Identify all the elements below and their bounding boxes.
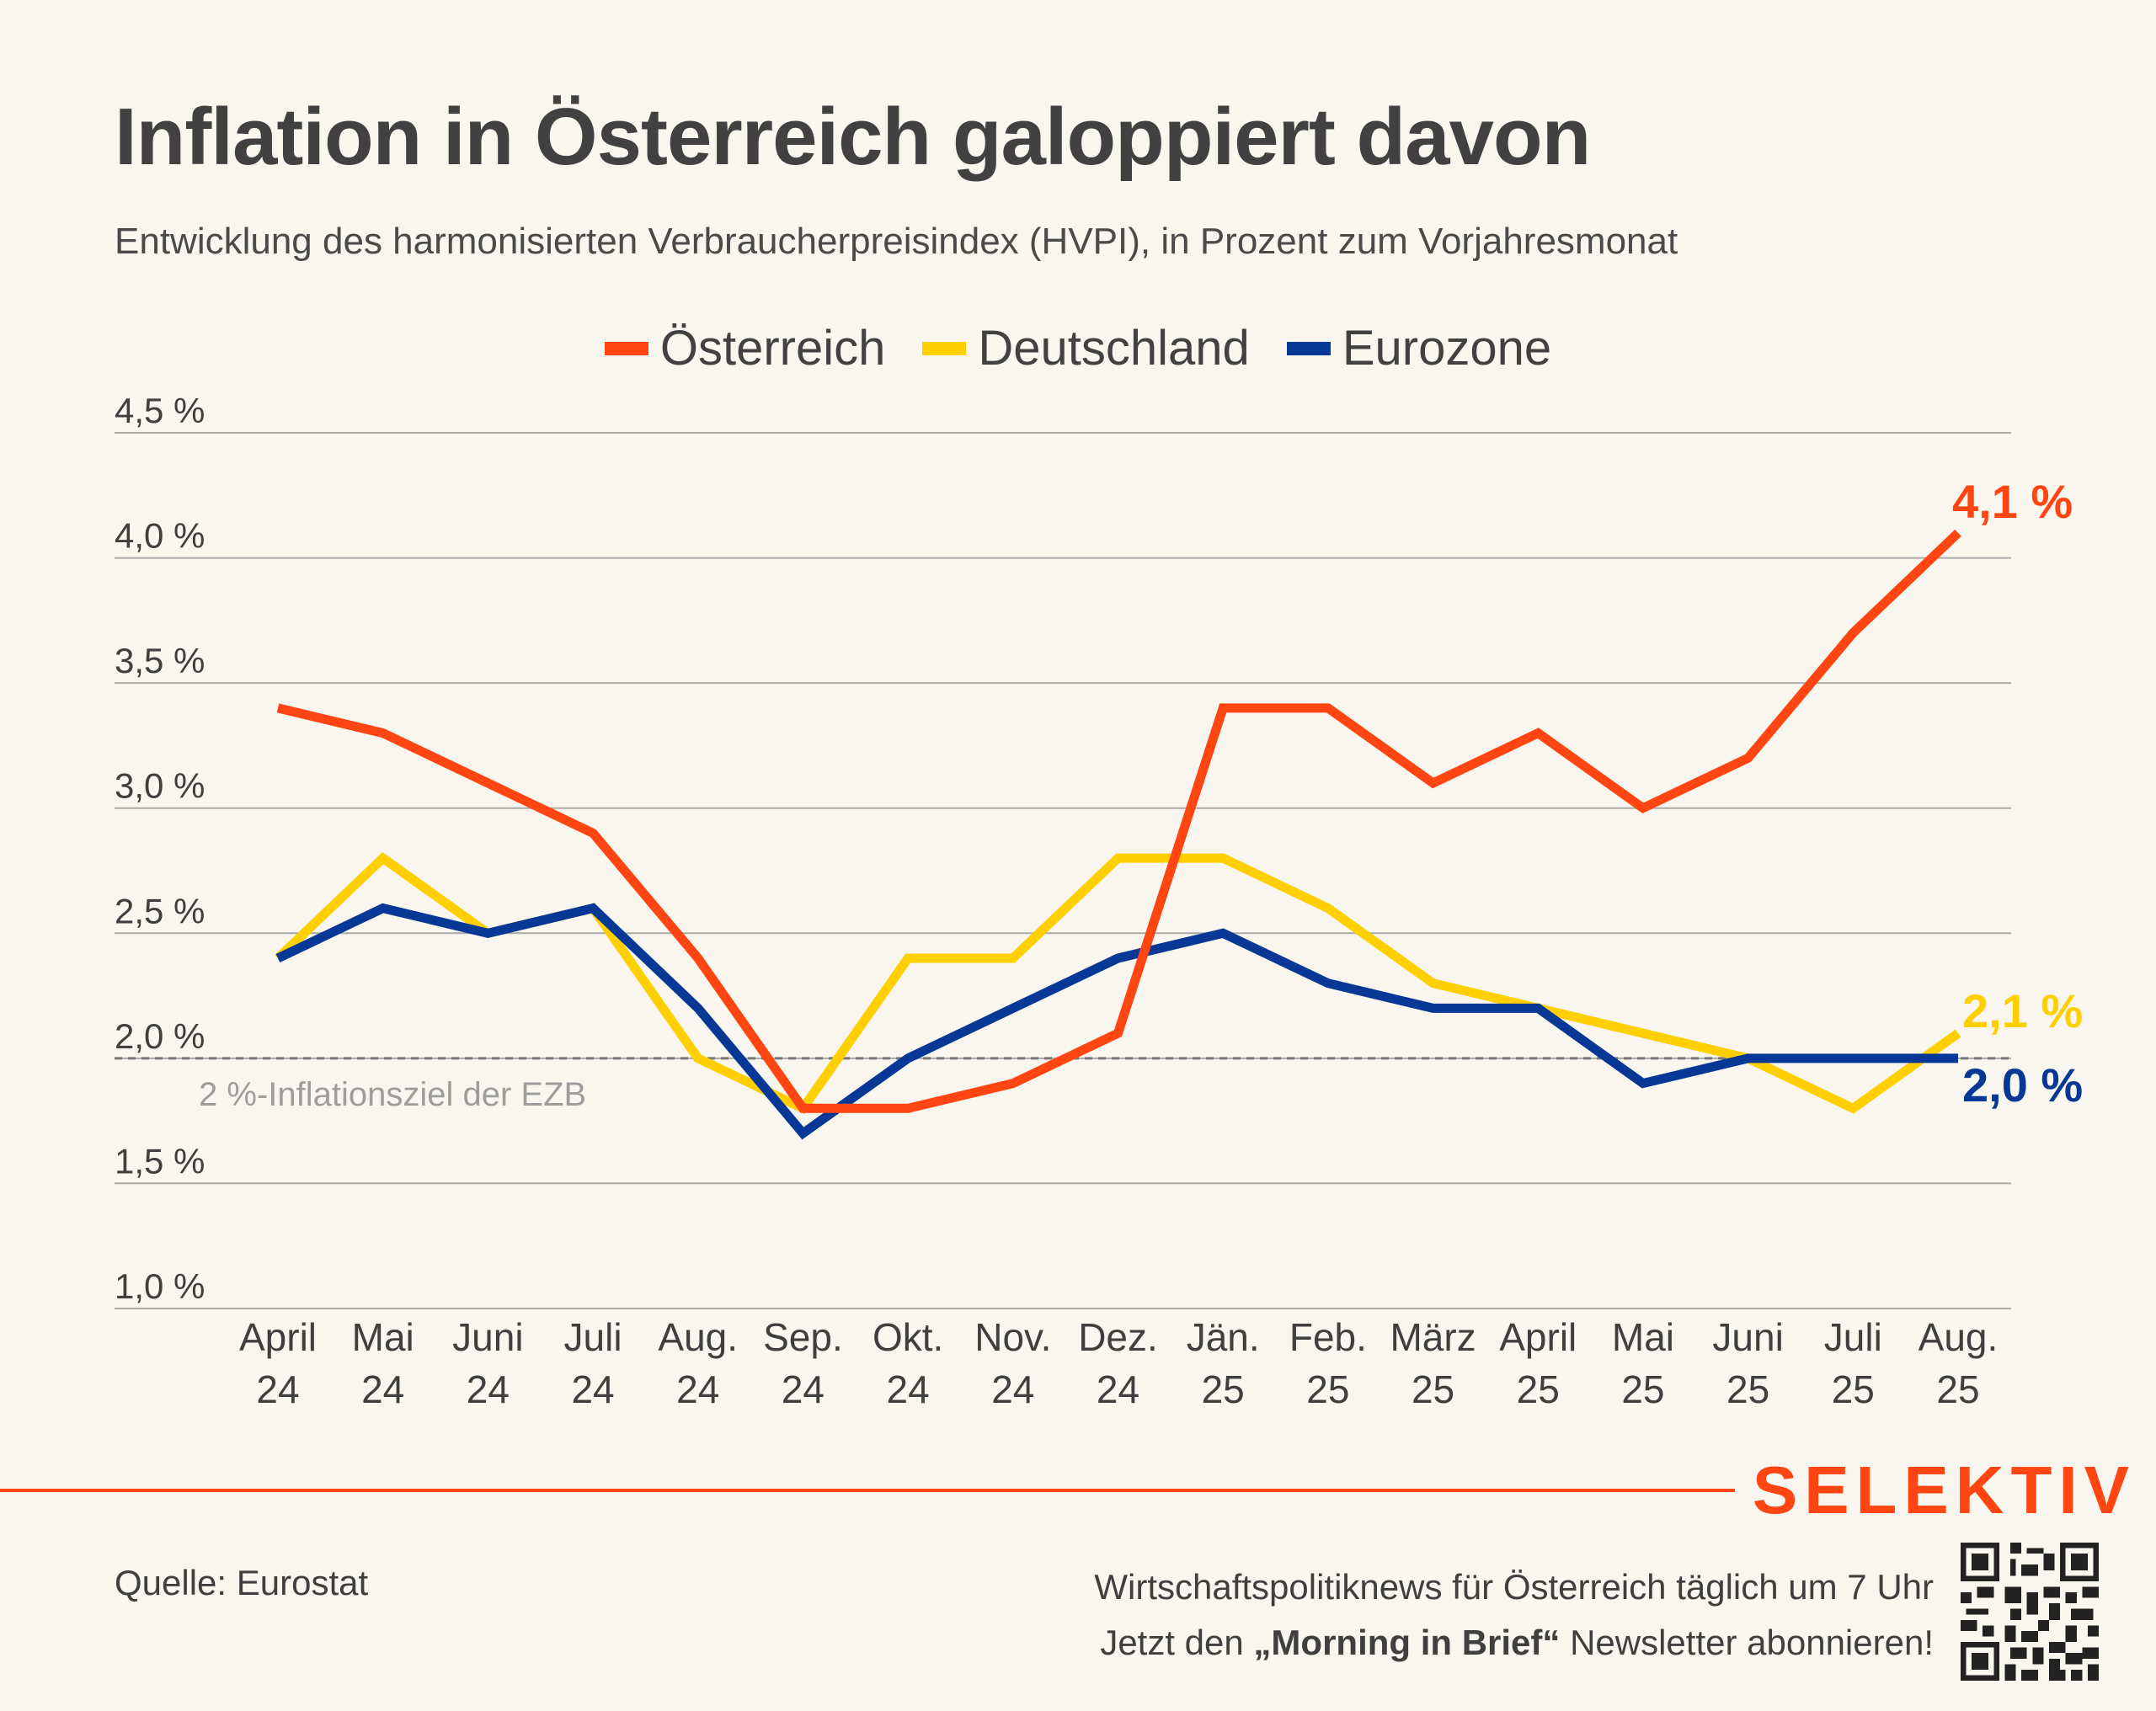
y-tick-label: 2,0 % (115, 1016, 205, 1056)
x-tick-label-month: Sep. (763, 1315, 843, 1359)
x-tick-label-month: April (239, 1315, 317, 1359)
newsletter-name: „Morning in Brief“ (1253, 1623, 1561, 1662)
series-oesterreich-line (276, 529, 1961, 1113)
legend: Österreich Deutschland Eurozone (0, 320, 2156, 376)
series-layer (275, 529, 1961, 1140)
x-tick-label-year: 25 (1306, 1367, 1349, 1411)
x-tick-label-month: Okt. (873, 1315, 943, 1359)
grid-layer: 4,5 % 4,0 % 3,5 % 3,0 % 2,5 % 2,0 % 1,5 % 1,0 %… (115, 391, 2011, 1411)
footer-divider (0, 1489, 1735, 1492)
x-tick-label-month: Mai (352, 1315, 414, 1359)
series-oesterreich-end-label: 4,1 % (1952, 475, 2073, 528)
newsletter-promo: Wirtschaftspolitiknews für Österreich tä… (1094, 1559, 1934, 1671)
x-tick-label-month: Mai (1612, 1315, 1674, 1359)
x-tick-label-year: 24 (467, 1367, 510, 1411)
x-tick-label-year: 24 (361, 1367, 404, 1411)
legend-label-eurozone: Eurozone (1342, 321, 1552, 376)
promo-line-1: Wirtschaftspolitiknews für Österreich tä… (1094, 1567, 1934, 1607)
legend-swatch-deutschland (922, 341, 967, 355)
x-tick-label-year: 24 (571, 1367, 614, 1411)
label-layer: 4,1 % 2,1 % 2,0 % (1952, 475, 2083, 1111)
promo-pre: Jetzt den (1100, 1623, 1254, 1662)
x-tick-label-year: 24 (256, 1367, 299, 1411)
x-tick-label-year: 24 (782, 1367, 825, 1411)
x-tick-label-year: 25 (1621, 1367, 1664, 1411)
brand-logo: SELEKTIV (1752, 1452, 2136, 1527)
series-eurozone-end-label: 2,0 % (1962, 1058, 2083, 1111)
legend-item-eurozone: Eurozone (1286, 320, 1552, 376)
qr-code-icon[interactable] (1961, 1543, 2099, 1681)
x-tick-label-month: Juni (452, 1315, 523, 1359)
x-tick-label-year: 24 (676, 1367, 719, 1411)
y-tick-label: 3,5 % (115, 641, 205, 680)
promo-line-2: Jetzt den „Morning in Brief“ Newsletter … (1094, 1615, 1934, 1671)
x-tick-label-year: 25 (1936, 1367, 1979, 1411)
y-tick-label: 3,0 % (115, 766, 205, 806)
source-note: Quelle: Eurostat (115, 1563, 369, 1602)
chart-title: Inflation in Österreich galoppiert davon (115, 92, 1591, 182)
x-tick-label-year: 25 (1202, 1367, 1245, 1411)
y-tick-label: 1,0 % (115, 1266, 205, 1306)
y-tick-label: 4,5 % (115, 391, 205, 430)
x-tick-label-year: 25 (1832, 1367, 1875, 1411)
legend-item-oesterreich: Österreich (604, 320, 886, 376)
promo-post: Newsletter abonnieren! (1560, 1623, 1934, 1662)
legend-label-oesterreich: Österreich (659, 321, 886, 376)
x-tick-label-month: Feb. (1289, 1315, 1367, 1359)
x-tick-label-month: Juli (1824, 1315, 1882, 1359)
x-tick-label-month: März (1390, 1315, 1476, 1359)
x-tick-label-month: Juni (1712, 1315, 1783, 1359)
x-tick-label-month: Nov. (974, 1315, 1051, 1359)
series-eurozone-line (275, 903, 1958, 1140)
line-chart: 4,5 % 4,0 % 3,5 % 3,0 % 2,5 % 2,0 % 1,5 % 1,0 %… (115, 391, 2083, 1411)
x-tick-label-month: Juli (564, 1315, 622, 1359)
ecb-target-label: 2 %-Inflationsziel der EZB (199, 1076, 586, 1113)
x-tick-label-month: Dez. (1078, 1315, 1158, 1359)
series-deutschland-end-label: 2,1 % (1962, 984, 2083, 1037)
x-tick-label-month: Aug. (1919, 1315, 1999, 1359)
x-tick-label-month: Aug. (658, 1315, 738, 1359)
legend-item-deutschland: Deutschland (922, 320, 1250, 376)
x-tick-label-year: 24 (1097, 1367, 1139, 1411)
legend-label-deutschland: Deutschland (978, 321, 1250, 376)
legend-swatch-oesterreich (604, 341, 648, 355)
y-tick-label: 2,5 % (115, 891, 205, 930)
legend-swatch-eurozone (1286, 341, 1331, 355)
x-tick-label-year: 25 (1517, 1367, 1560, 1411)
chart-subtitle: Entwicklung des harmonisierten Verbrauch… (115, 221, 1678, 262)
x-tick-label-year: 25 (1726, 1367, 1769, 1411)
y-tick-label: 4,0 % (115, 516, 205, 556)
x-tick-label-year: 24 (991, 1367, 1034, 1411)
x-tick-label-year: 24 (887, 1367, 930, 1411)
x-tick-label-month: April (1499, 1315, 1577, 1359)
x-tick-label-month: Jän. (1187, 1315, 1260, 1359)
x-tick-label-year: 25 (1412, 1367, 1454, 1411)
y-tick-label: 1,5 % (115, 1141, 205, 1181)
